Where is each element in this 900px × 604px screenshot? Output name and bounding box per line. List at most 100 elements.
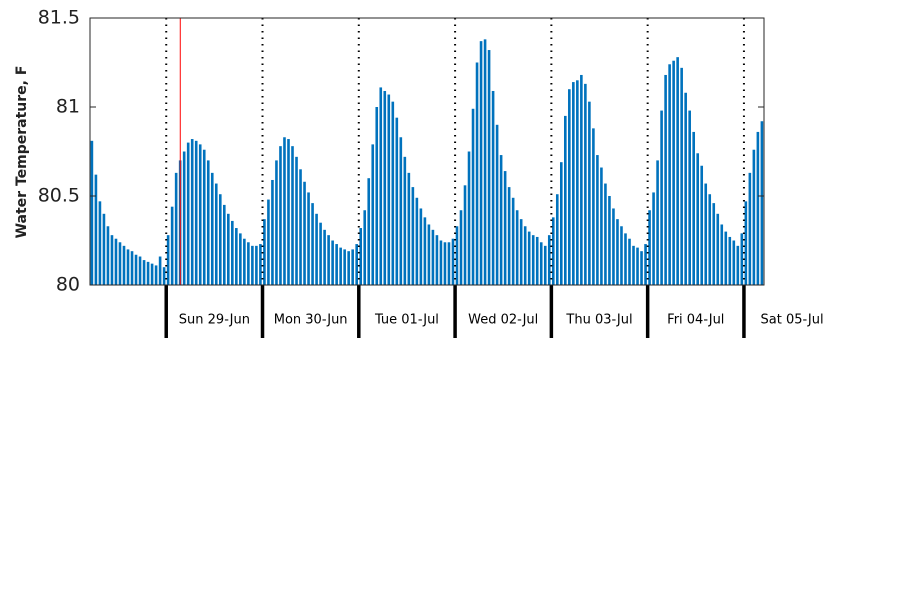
bar	[728, 236, 732, 285]
bar	[303, 181, 306, 285]
bar	[471, 108, 475, 285]
bar	[174, 172, 178, 285]
bar	[604, 183, 607, 285]
bar	[632, 245, 635, 285]
bar	[375, 107, 379, 285]
bar	[339, 247, 342, 285]
bar	[323, 229, 326, 285]
bar	[652, 192, 655, 285]
bar	[680, 67, 683, 285]
bar	[114, 238, 118, 285]
bar	[564, 115, 567, 286]
bar	[251, 245, 254, 285]
bar	[407, 172, 411, 285]
bar	[395, 117, 399, 286]
bar	[551, 217, 555, 285]
bar	[287, 139, 290, 285]
bar	[110, 235, 114, 285]
bar	[359, 228, 363, 285]
bar	[210, 172, 214, 285]
bar	[628, 238, 631, 285]
bar	[491, 90, 495, 285]
bar	[559, 162, 563, 285]
bar	[704, 183, 708, 285]
bar	[523, 226, 527, 285]
bar	[327, 235, 330, 285]
bar	[383, 90, 387, 285]
bar	[198, 144, 202, 285]
bar	[612, 208, 615, 285]
bar	[495, 124, 499, 285]
bar	[134, 254, 138, 285]
bar	[222, 204, 226, 285]
bar	[636, 247, 639, 285]
bar	[130, 251, 134, 285]
bar	[531, 235, 535, 285]
bar	[259, 244, 262, 285]
bar	[720, 224, 724, 285]
bar	[355, 244, 358, 285]
bar	[447, 242, 451, 285]
bar	[299, 169, 302, 285]
bar	[319, 222, 322, 285]
bar	[126, 249, 130, 285]
bar	[138, 256, 142, 285]
bar	[186, 142, 190, 285]
bar	[519, 219, 523, 285]
bar	[194, 140, 198, 285]
bar	[640, 251, 643, 285]
bar	[748, 172, 752, 285]
bar	[347, 251, 350, 285]
x-tick-label: Tue 01-Jul	[374, 313, 439, 328]
bar	[756, 131, 760, 285]
bar	[106, 226, 110, 285]
bar	[307, 192, 310, 285]
y-axis-label: Water Temperature, F	[14, 66, 30, 239]
bar	[724, 231, 728, 285]
bar	[656, 160, 659, 285]
bar	[367, 178, 371, 285]
bar	[644, 244, 647, 285]
bar	[736, 245, 740, 285]
bar	[90, 140, 94, 285]
bar	[227, 213, 230, 285]
bar	[459, 210, 463, 285]
bar	[624, 233, 627, 285]
bar	[427, 224, 431, 285]
bar	[507, 187, 511, 285]
bar	[391, 101, 395, 285]
bar	[467, 151, 471, 285]
bar	[475, 62, 479, 285]
bar	[247, 242, 250, 285]
x-tick-label: Wed 02-Jul	[468, 313, 538, 328]
bar	[555, 194, 559, 285]
bar	[511, 197, 515, 285]
bar	[487, 50, 491, 285]
bar	[688, 110, 691, 285]
bar	[387, 94, 391, 285]
bar	[166, 235, 170, 285]
bar	[712, 203, 716, 285]
bar	[315, 213, 318, 285]
bar	[539, 242, 543, 285]
bar	[283, 137, 286, 285]
bar	[154, 265, 158, 285]
bar	[568, 89, 571, 285]
bar	[503, 171, 507, 285]
bar	[231, 220, 234, 285]
bar	[146, 261, 150, 285]
bar	[243, 238, 246, 285]
bar	[600, 167, 603, 285]
bar	[439, 240, 443, 285]
bar	[443, 242, 447, 285]
bar	[580, 74, 583, 286]
bar	[295, 156, 298, 285]
bar	[351, 249, 354, 285]
bar	[543, 245, 547, 285]
bar	[235, 228, 238, 285]
bar	[371, 144, 375, 285]
bar	[527, 231, 531, 285]
y-tick-label: 81.5	[38, 7, 80, 29]
bar	[102, 213, 106, 285]
bar	[239, 233, 242, 285]
